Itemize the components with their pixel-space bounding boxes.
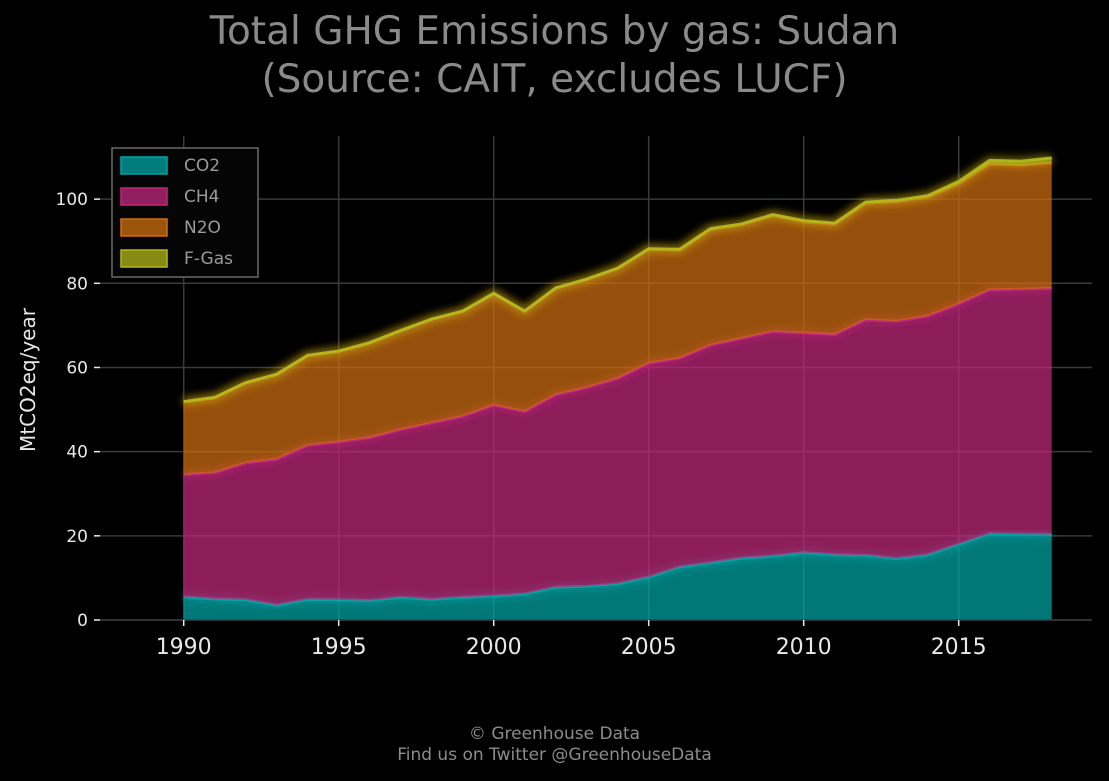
legend-swatch-n2o	[120, 218, 168, 237]
y-tick-label-20: 20	[66, 527, 88, 547]
y-tick-label-40: 40	[66, 443, 88, 463]
chart-subtitle: (Source: CAIT, excludes LUCF)	[261, 57, 848, 102]
y-tick-label-0: 0	[77, 611, 88, 631]
y-tick-label-60: 60	[66, 358, 88, 378]
axes: 1990 1995 2000 2005 2010 2015 0 20 40 60 80 100	[56, 190, 1092, 660]
y-tick-label-100: 100	[56, 190, 88, 210]
y-tick-label-80: 80	[66, 274, 88, 294]
area-n2o	[183, 162, 1052, 475]
legend-swatch-ch4	[120, 187, 168, 206]
x-tick-label-1995: 1995	[311, 635, 367, 660]
legend-label-n2o: N2O	[184, 218, 221, 238]
footer-copyright: © Greenhouse Data	[468, 724, 641, 744]
legend-label-co2: CO2	[184, 156, 220, 176]
chart-title-block: Total GHG Emissions by gas: Sudan (Sourc…	[0, 8, 1109, 104]
footer-twitter: Find us on Twitter @GreenhouseData	[397, 745, 712, 765]
chart-title: Total GHG Emissions by gas: Sudan	[209, 9, 900, 54]
area-ch4	[183, 288, 1052, 606]
x-tick-label-2005: 2005	[621, 635, 677, 660]
legend: CO2 CH4 N2O F-Gas	[111, 147, 259, 278]
x-tick-label-2010: 2010	[776, 635, 832, 660]
y-axis-label: MtCO2eq/year	[16, 307, 40, 452]
legend-swatch-f-gas	[120, 249, 168, 268]
x-tick-label-2015: 2015	[931, 635, 987, 660]
legend-label-ch4: CH4	[184, 187, 219, 207]
x-tick-label-2000: 2000	[466, 635, 522, 660]
area-layer	[183, 153, 1053, 620]
legend-label-f-gas: F-Gas	[184, 249, 233, 269]
legend-swatch-co2	[120, 156, 168, 175]
footer: © Greenhouse Data Find us on Twitter @Gr…	[0, 724, 1109, 766]
x-tick-label-1990: 1990	[156, 635, 212, 660]
line-f-gas	[183, 156, 1052, 404]
